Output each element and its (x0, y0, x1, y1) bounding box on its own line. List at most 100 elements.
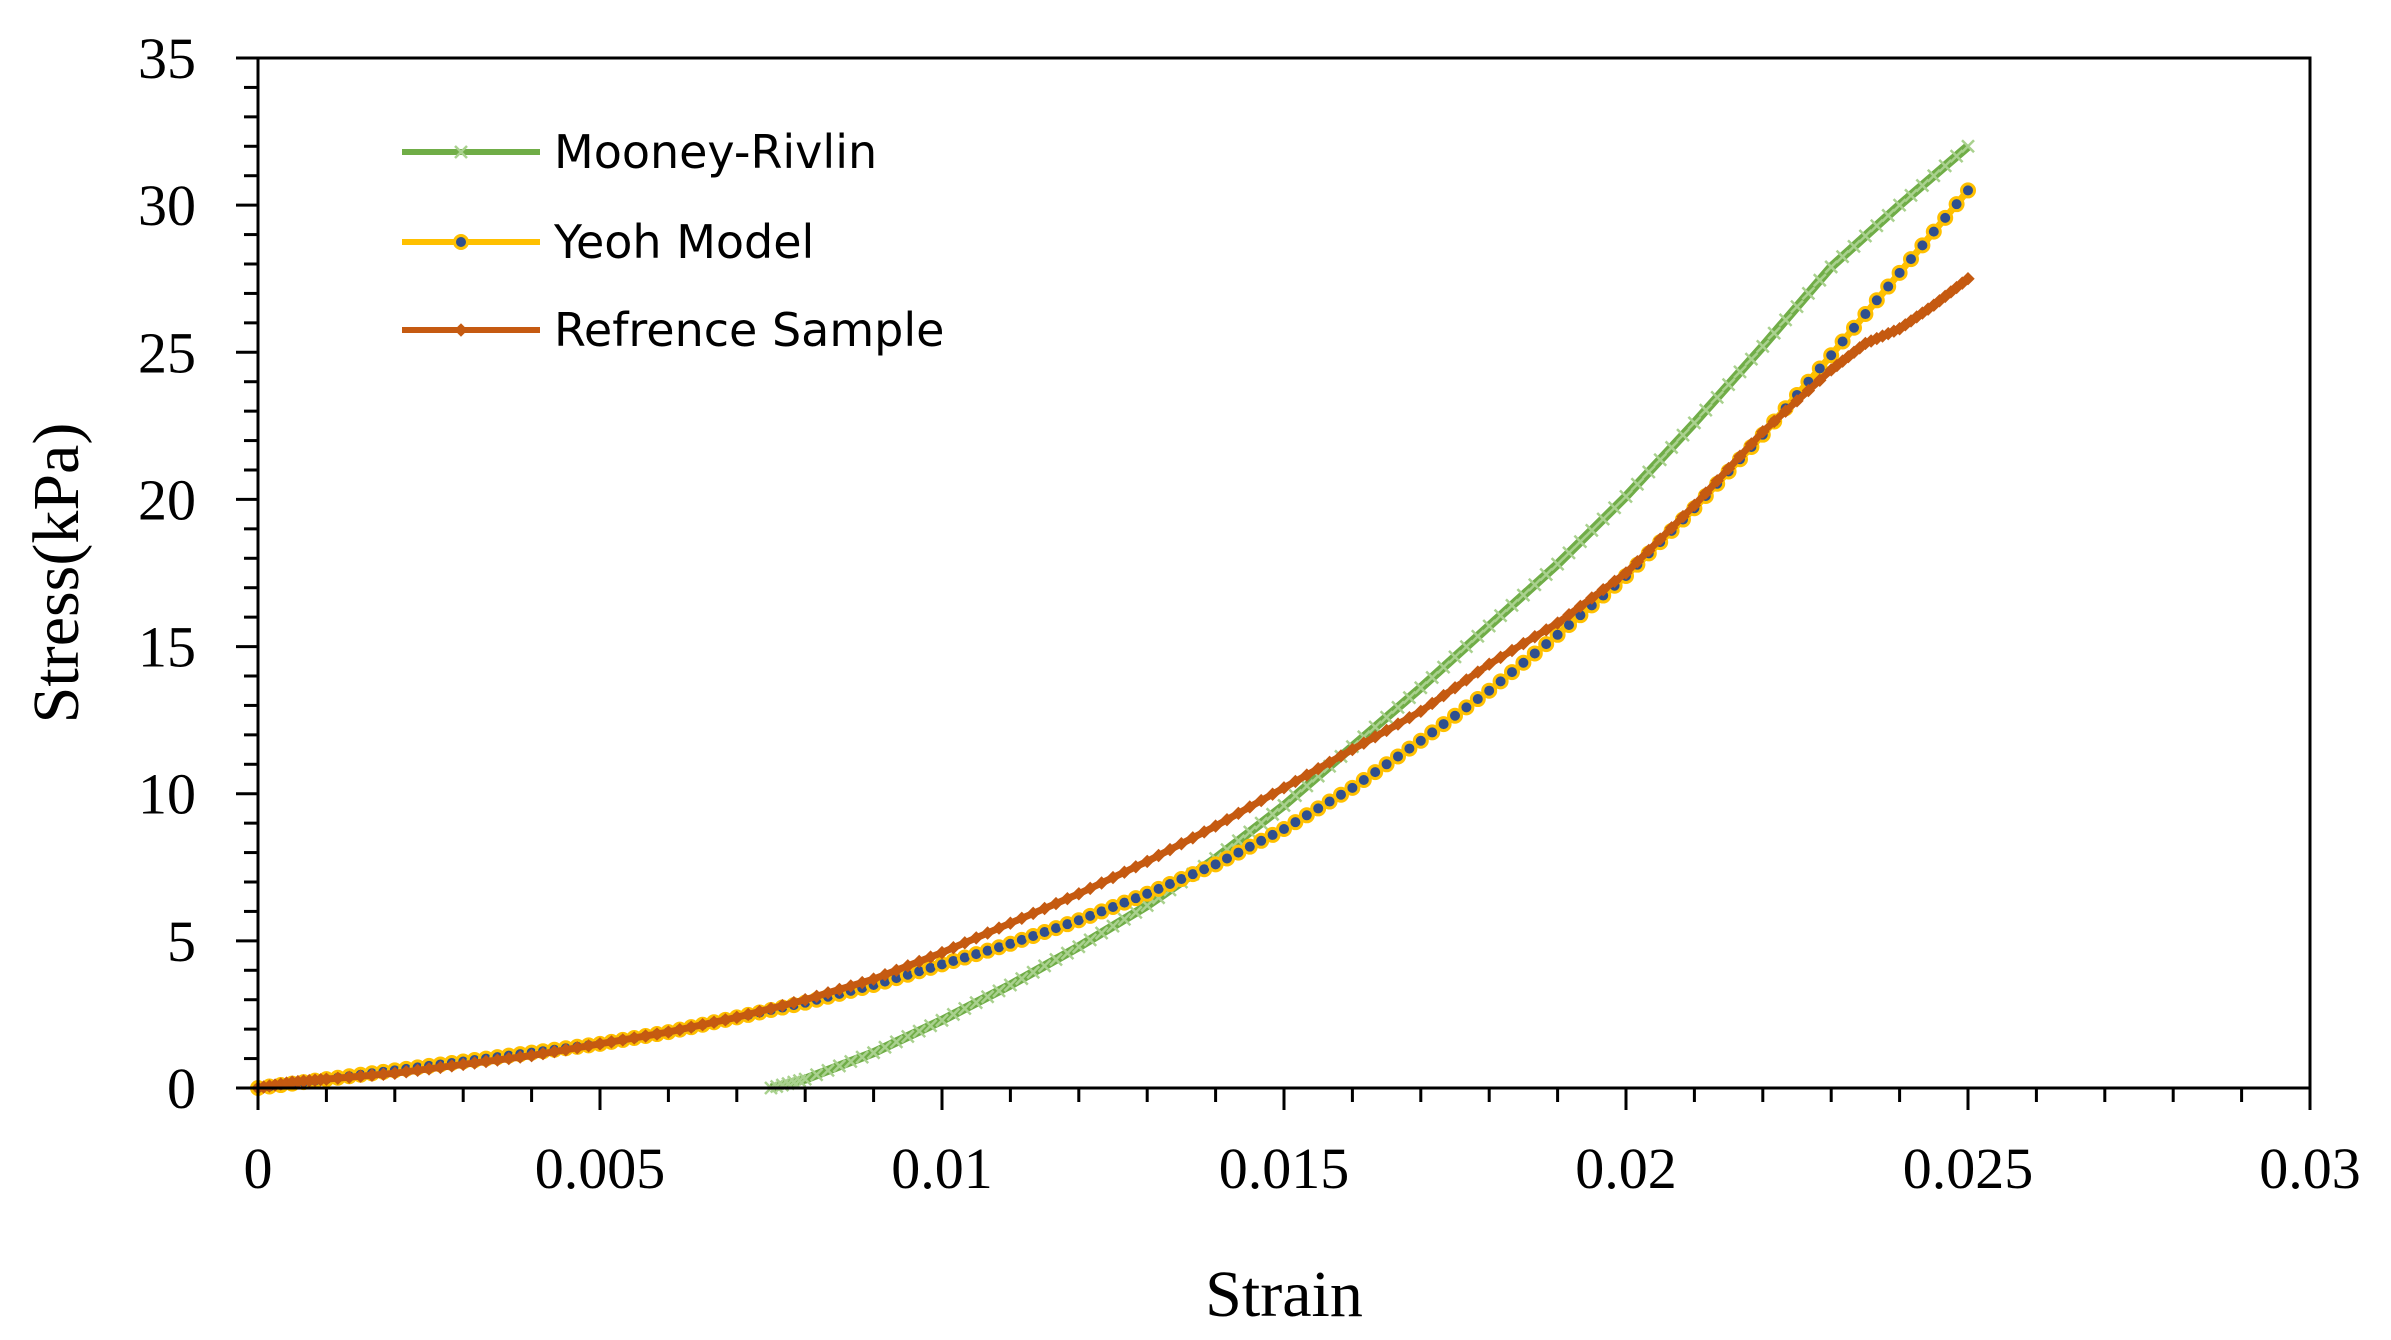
data-point-yeoh-model (1481, 682, 1498, 699)
data-point-refrence-sample (1402, 710, 1417, 725)
data-point-refrence-sample (502, 1051, 516, 1066)
data-point-refrence-sample (1288, 774, 1303, 789)
data-point-mooney-rivlin (1676, 428, 1690, 443)
data-point-refrence-sample (399, 1065, 413, 1079)
data-point-mooney-rivlin (1710, 390, 1725, 405)
data-point-refrence-sample (992, 921, 1006, 935)
data-point-refrence-sample (1277, 781, 1291, 795)
data-point-mooney-rivlin (1014, 971, 1029, 986)
data-point-refrence-sample (1721, 461, 1736, 476)
data-point-mooney-rivlin (1288, 788, 1303, 803)
data-point-refrence-sample (1528, 630, 1542, 644)
data-point-mooney-rivlin (1254, 816, 1269, 831)
data-point-mooney-rivlin (866, 1045, 881, 1060)
data-point-refrence-sample (1801, 383, 1816, 398)
data-point-refrence-sample (1094, 876, 1109, 890)
data-point-refrence-sample (1562, 607, 1576, 622)
data-point-refrence-sample (661, 1025, 676, 1039)
data-point-refrence-sample (923, 950, 938, 964)
data-point-refrence-sample (1265, 787, 1280, 801)
data-point-refrence-sample (1550, 616, 1565, 630)
data-point-refrence-sample (946, 941, 961, 955)
data-point-mooney-rivlin (957, 1001, 972, 1016)
data-point-yeoh-model (1469, 691, 1486, 708)
legend: Mooney-Rivlin Yeoh Model Refrence Sample (402, 125, 944, 357)
data-point-yeoh-model (1823, 347, 1840, 364)
data-point-refrence-sample (1368, 730, 1382, 744)
data-point-refrence-sample (1243, 800, 1257, 814)
data-point-refrence-sample (593, 1037, 607, 1051)
data-point-yeoh-model (1868, 292, 1885, 309)
data-point-yeoh-model (1321, 793, 1338, 810)
data-point-refrence-sample (1003, 916, 1018, 930)
data-point-mooney-rivlin (1641, 465, 1656, 479)
x-tick-label: 0.02 (1575, 1136, 1677, 1201)
data-point-yeoh-model (1504, 664, 1520, 681)
data-point-refrence-sample (1767, 414, 1781, 429)
y-tick-label: 35 (138, 26, 196, 91)
data-point-mooney-rivlin (1596, 512, 1611, 526)
data-point-refrence-sample (821, 986, 835, 1000)
data-point-mooney-rivlin (1550, 557, 1565, 572)
data-point-mooney-rivlin (1847, 239, 1861, 254)
data-point-refrence-sample (1357, 736, 1371, 750)
legend-item-mooney-rivlin: Mooney-Rivlin (402, 125, 877, 179)
data-point-mooney-rivlin (1801, 286, 1816, 301)
data-point-mooney-rivlin (1083, 932, 1098, 947)
data-point-refrence-sample (787, 995, 801, 1010)
data-point-refrence-sample (866, 972, 881, 986)
data-point-refrence-sample (1083, 881, 1097, 896)
data-point-refrence-sample (1516, 636, 1531, 651)
data-point-refrence-sample (1790, 394, 1804, 408)
legend-label-refrence-sample: Refrence Sample (554, 303, 944, 357)
data-point-refrence-sample (456, 1057, 470, 1072)
data-point-refrence-sample (809, 989, 824, 1003)
data-point-mooney-rivlin (832, 1059, 847, 1073)
x-tick-label: 0 (244, 1136, 273, 1201)
data-point-mooney-rivlin (1539, 567, 1554, 582)
data-point-refrence-sample (752, 1004, 767, 1019)
data-point-refrence-sample (365, 1068, 379, 1082)
data-point-yeoh-model (1435, 716, 1452, 733)
data-point-mooney-rivlin (1436, 660, 1451, 675)
data-point-mooney-rivlin (1835, 249, 1850, 264)
data-point-mooney-rivlin (1812, 273, 1827, 288)
data-point-yeoh-model (1834, 333, 1851, 350)
data-point-mooney-rivlin (1562, 546, 1576, 560)
data-point-mooney-rivlin (1379, 710, 1394, 725)
x-tick-label: 0.005 (535, 1136, 666, 1201)
data-point-refrence-sample (798, 993, 812, 1007)
data-point-refrence-sample (1060, 891, 1075, 906)
data-point-refrence-sample (1961, 272, 1975, 286)
data-point-refrence-sample (479, 1054, 493, 1069)
data-point-refrence-sample (559, 1043, 573, 1057)
data-point-mooney-rivlin (1698, 403, 1713, 418)
data-point-yeoh-model (1948, 196, 1965, 213)
y-tick-label: 0 (167, 1056, 196, 1121)
data-point-mooney-rivlin (912, 1024, 927, 1038)
data-point-yeoh-model (1925, 223, 1942, 240)
data-point-refrence-sample (1049, 896, 1063, 911)
data-point-mooney-rivlin (1459, 639, 1474, 654)
data-point-mooney-rivlin (1071, 939, 1086, 954)
y-axis-title: Stress(kPa) (20, 423, 93, 724)
data-point-refrence-sample (627, 1031, 641, 1045)
data-point-mooney-rivlin (1790, 299, 1804, 314)
data-point-refrence-sample (980, 926, 995, 940)
data-point-refrence-sample (1037, 901, 1052, 916)
data-point-refrence-sample (650, 1027, 664, 1041)
data-point-yeoh-model (1344, 779, 1361, 796)
y-tick-label: 10 (138, 762, 196, 827)
data-point-refrence-sample (433, 1060, 448, 1075)
data-point-mooney-rivlin (1037, 958, 1052, 973)
data-point-yeoh-model (1492, 673, 1509, 690)
data-point-yeoh-model (1857, 306, 1874, 323)
data-point-mooney-rivlin (798, 1072, 813, 1087)
data-point-mooney-rivlin (1824, 260, 1839, 274)
data-point-refrence-sample (1391, 717, 1405, 731)
data-point-refrence-sample (1448, 681, 1462, 695)
data-point-refrence-sample (1220, 813, 1234, 827)
x-tick-label: 0.025 (1903, 1136, 2034, 1201)
data-point-yeoh-model (1937, 209, 1954, 226)
data-point-refrence-sample (1163, 842, 1177, 857)
